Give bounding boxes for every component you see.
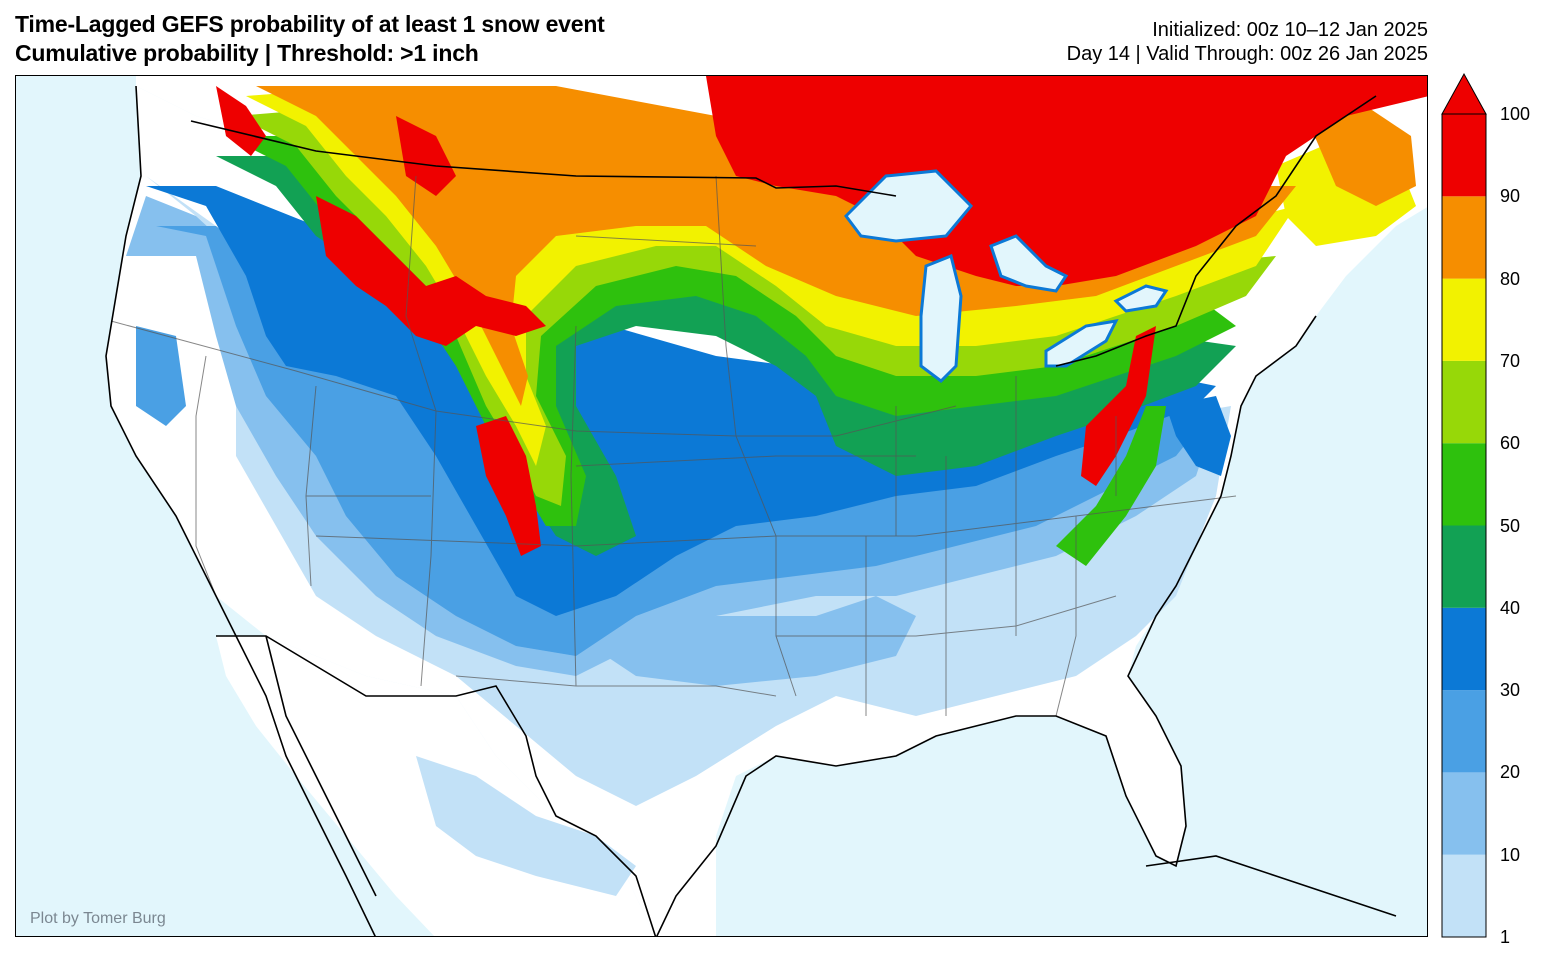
us-canada-border	[190, 120, 897, 197]
colorbar-segment	[1442, 196, 1486, 279]
baja-coast	[265, 635, 377, 897]
colorbar-segment	[1442, 854, 1486, 937]
colorbar-outline	[1441, 113, 1487, 938]
colorbar-segment	[1442, 278, 1486, 361]
us-mexico-border	[216, 635, 657, 936]
fill-90-100	[216, 76, 1427, 556]
colorbar-segments	[1441, 72, 1487, 937]
probability-map	[105, 76, 1427, 936]
colorbar-segment	[1442, 607, 1486, 691]
colorbar-extend-arrow	[1441, 72, 1487, 115]
colorbar	[1441, 72, 1487, 938]
valid-label: Day 14 | Valid Through: 00z 26 Jan 2025	[1066, 43, 1428, 65]
colorbar-tick-label: 90	[1500, 186, 1521, 207]
initialized-label: Initialized: 00z 10–12 Jan 2025	[1152, 19, 1428, 41]
colorbar-tick-label: 40	[1500, 597, 1521, 618]
colorbar-segment	[1442, 114, 1486, 197]
map-panel: Plot by Tomer Burg	[15, 75, 1428, 937]
colorbar-tick-label: 70	[1500, 350, 1521, 371]
colorbar-tick-label: 80	[1500, 268, 1521, 289]
colorbar-segment	[1442, 772, 1486, 855]
colorbar-tick-label: 100	[1500, 104, 1531, 124]
colorbar-segment	[1442, 690, 1486, 773]
fill-80-90	[256, 86, 1416, 406]
cuba-coast	[1145, 855, 1397, 917]
chart-subtitle: Cumulative probability | Threshold: >1 i…	[15, 40, 479, 66]
country-borders	[105, 85, 1397, 936]
colorbar-tick-label: 30	[1500, 680, 1521, 701]
chart-title: Time-Lagged GEFS probability of at least…	[15, 11, 605, 37]
colorbar-segment	[1442, 443, 1486, 526]
colorbar-segment	[1442, 360, 1486, 444]
credit-label: Plot by Tomer Burg	[30, 910, 166, 927]
colorbar-tick-label: 50	[1500, 515, 1521, 536]
great-lakes	[844, 169, 1169, 383]
colorbar-segment	[1442, 525, 1486, 608]
west-coast	[105, 85, 376, 936]
colorbar-tick-label: 20	[1500, 762, 1521, 783]
state-borders	[110, 175, 1237, 717]
run-info: Initialized: 00z 10–12 Jan 2025 Day 14 |…	[1067, 18, 1428, 66]
gulf-coast	[656, 315, 1317, 936]
us-canada-border-east	[1055, 95, 1377, 367]
colorbar-tick-label: 10	[1500, 844, 1521, 865]
colorbar-tick-label: 60	[1500, 433, 1521, 454]
colorbar-tick-label: 1	[1500, 927, 1511, 947]
title-block: Time-Lagged GEFS probability of at least…	[15, 10, 605, 68]
